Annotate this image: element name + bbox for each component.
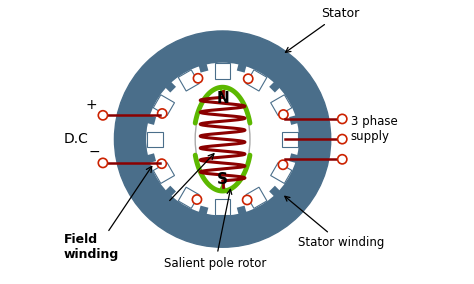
Circle shape [147,63,298,215]
Polygon shape [269,186,280,197]
Polygon shape [165,186,176,197]
Polygon shape [215,199,230,215]
Polygon shape [147,115,156,125]
Polygon shape [269,82,280,93]
Circle shape [244,74,253,83]
Polygon shape [246,187,267,208]
Ellipse shape [195,87,250,191]
Text: Salient pole rotor: Salient pole rotor [164,189,266,270]
Text: S: S [217,172,228,187]
Polygon shape [289,153,298,163]
Text: +: + [85,98,97,112]
Circle shape [278,160,288,169]
Polygon shape [147,131,163,147]
Polygon shape [237,206,246,215]
Polygon shape [165,82,176,93]
Polygon shape [283,131,298,147]
Polygon shape [271,95,292,116]
Polygon shape [199,64,209,73]
Text: Stator winding: Stator winding [285,196,384,249]
Circle shape [279,110,288,119]
Polygon shape [153,162,174,183]
Text: N: N [216,91,229,106]
Circle shape [192,195,201,204]
Polygon shape [178,187,199,208]
Circle shape [98,111,108,120]
Text: Stator: Stator [285,7,359,52]
Circle shape [157,159,166,168]
Polygon shape [289,115,298,125]
Polygon shape [199,206,209,215]
Text: Field
winding: Field winding [64,233,119,261]
Polygon shape [237,64,246,73]
Polygon shape [147,153,156,163]
Text: 3 phase
supply: 3 phase supply [351,115,398,143]
Polygon shape [246,70,267,91]
Polygon shape [178,70,199,91]
Text: D.C: D.C [64,132,89,146]
Circle shape [337,135,347,144]
Circle shape [243,195,252,204]
Polygon shape [153,95,174,116]
Polygon shape [271,162,292,183]
Text: −: − [89,144,100,158]
Circle shape [157,109,167,118]
Polygon shape [215,63,230,79]
Circle shape [193,74,202,83]
Circle shape [98,158,108,168]
Circle shape [337,155,347,164]
Circle shape [337,114,347,124]
Circle shape [114,31,331,247]
